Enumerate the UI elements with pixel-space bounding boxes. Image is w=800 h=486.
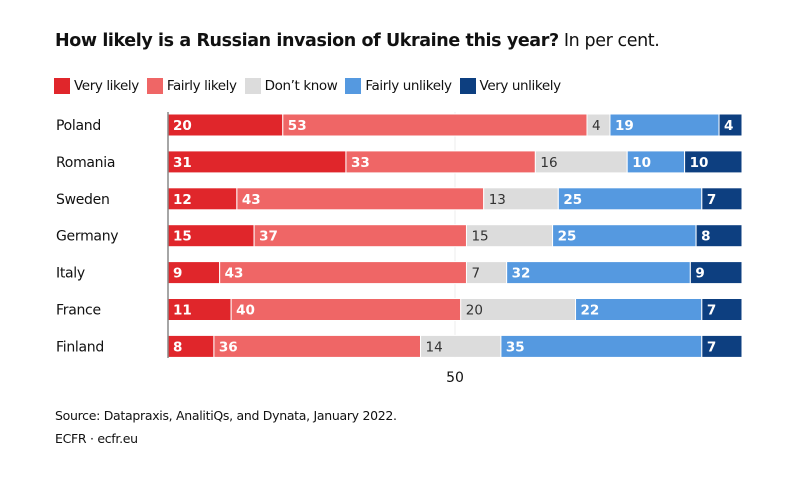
bar-segment (236, 187, 485, 211)
data-label: 19 (615, 118, 634, 134)
bar-segment (695, 224, 743, 248)
bar-segment (500, 334, 703, 358)
data-label: 12 (173, 192, 192, 208)
subtitle-text: In per cent. (563, 31, 660, 51)
data-label: 33 (351, 155, 370, 171)
data-label: 4 (724, 118, 733, 134)
bar-segment (701, 187, 743, 211)
category-label: Sweden (56, 192, 110, 208)
data-label: 43 (242, 192, 261, 208)
legend-label: Fairly unlikely (365, 78, 452, 94)
legend-item: Very likely (54, 78, 139, 94)
bar-segment (213, 334, 422, 358)
data-label: 25 (558, 229, 577, 245)
bar-segment (701, 298, 743, 321)
bar-segment (167, 150, 347, 174)
source-note: Source: Datapraxis, AnalitiQs, and Dynat… (55, 408, 397, 423)
data-label: 36 (219, 339, 238, 355)
chart-title: How likely is a Russian invasion of Ukra… (55, 31, 660, 51)
data-label: 31 (173, 155, 192, 171)
legend-item: Fairly unlikely (345, 78, 452, 94)
data-label: 13 (489, 192, 506, 208)
data-label: 10 (632, 155, 651, 171)
data-label: 40 (236, 303, 255, 319)
legend-label: Fairly likely (166, 78, 237, 94)
legend-swatch (345, 78, 362, 94)
legend-swatch (459, 78, 476, 94)
legend-swatch (146, 78, 163, 94)
data-label: 11 (173, 303, 192, 319)
category-label: Italy (56, 266, 85, 282)
legend-item: Don’t know (244, 78, 338, 94)
category-label: France (56, 303, 101, 319)
legend-label: Very unlikely (479, 78, 562, 94)
data-label: 8 (173, 339, 182, 355)
data-label: 7 (471, 266, 480, 282)
bar-segment (345, 150, 536, 174)
data-label: 15 (471, 229, 488, 245)
data-label: 53 (288, 118, 307, 134)
category-label: Romania (56, 155, 115, 171)
data-label: 37 (259, 229, 278, 245)
category-label: Finland (56, 339, 104, 355)
data-label: 7 (707, 192, 716, 208)
data-label: 8 (701, 229, 710, 245)
data-label: 32 (512, 266, 531, 282)
credit-note: ECFR · ecfr.eu (55, 431, 138, 446)
data-label: 14 (426, 339, 443, 355)
data-label: 7 (707, 339, 716, 355)
legend: Very likely Fairly likely Don’t know Fairly… (54, 78, 561, 94)
legend-item: Very unlikely (459, 78, 562, 94)
bar-segment (689, 261, 743, 285)
x-tick-label: 50 (446, 370, 464, 386)
data-label: 4 (592, 118, 601, 134)
bar-segment (684, 150, 743, 174)
category-label: Germany (56, 229, 118, 245)
legend-swatch (244, 78, 261, 94)
legend-label: Don’t know (264, 78, 338, 94)
data-label: 35 (506, 339, 525, 355)
bar-segment (282, 113, 588, 137)
category-label: Poland (56, 118, 101, 134)
legend-swatch (54, 78, 70, 94)
data-label: 20 (173, 118, 192, 134)
data-label: 43 (225, 266, 244, 282)
bar-segment (506, 261, 691, 285)
bar-segment (219, 261, 467, 285)
data-label: 20 (466, 303, 483, 319)
data-label: 9 (173, 266, 182, 282)
data-label: 16 (540, 155, 557, 171)
legend-label: Very likely (74, 78, 139, 94)
data-label: 15 (173, 229, 192, 245)
data-label: 10 (690, 155, 709, 171)
bar-segment (718, 113, 743, 137)
data-label: 7 (707, 303, 716, 319)
title-text: How likely is a Russian invasion of Ukra… (55, 31, 559, 51)
data-label: 25 (563, 192, 582, 208)
bar-segment (701, 334, 743, 358)
bar-segment (253, 224, 467, 248)
data-label: 22 (581, 303, 600, 319)
bar-segment (230, 298, 462, 321)
data-label: 9 (695, 266, 704, 282)
legend-item: Fairly likely (146, 78, 237, 94)
